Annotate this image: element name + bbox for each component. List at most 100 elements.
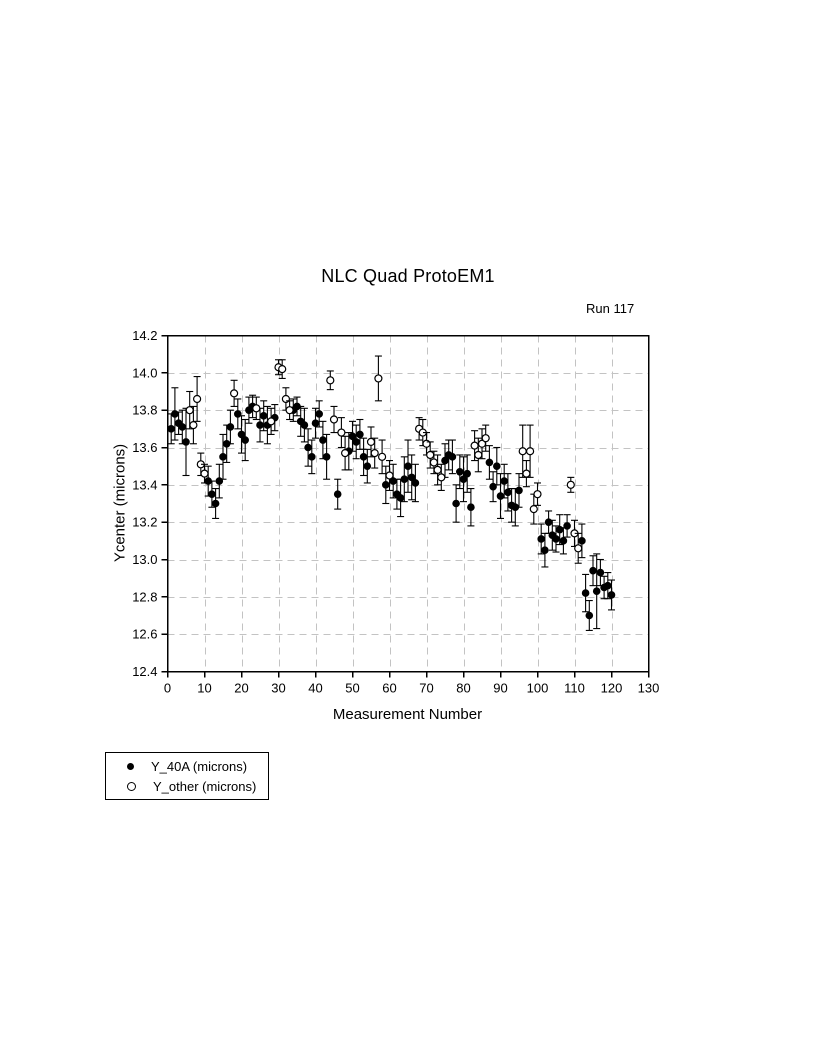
data-point-y-40a (382, 481, 390, 489)
data-point-y-other (329, 415, 339, 424)
y-tick-label: 13.6 (132, 440, 157, 455)
data-point-y-other (385, 471, 394, 480)
data-point-y-40a (515, 486, 523, 495)
data-point-y-other (429, 458, 438, 467)
data-point-y-40a (404, 462, 412, 470)
x-tick-label: 20 (234, 681, 248, 696)
data-point-y-40a (396, 494, 405, 502)
data-point-y-40a (452, 499, 460, 508)
data-point-y-40a (363, 462, 372, 470)
data-point-y-other (525, 447, 535, 456)
data-point-y-other (366, 437, 376, 446)
y-tick-label: 13.2 (132, 515, 157, 530)
x-tick-label: 60 (382, 681, 396, 696)
y-tick-label: 14.2 (132, 328, 157, 343)
data-point-y-40a (467, 503, 475, 512)
x-tick-label: 110 (564, 681, 585, 696)
plot-frame (166, 334, 650, 673)
filled-circle-marker-icon (127, 762, 134, 770)
data-point-y-other (370, 449, 379, 458)
data-point-y-40a (400, 475, 409, 484)
data-point-y-40a (322, 453, 331, 461)
data-point-y-40a (241, 436, 249, 444)
data-point-y-40a (592, 587, 601, 596)
y-tick-label: 12.6 (132, 627, 157, 642)
data-point-y-other (426, 450, 435, 460)
data-point-y-40a (256, 421, 264, 429)
data-point-y-40a (504, 488, 512, 497)
data-point-y-40a (559, 537, 568, 545)
data-point-y-other (529, 505, 538, 514)
legend: Y_40A (microns) Y_other (microns) (105, 752, 269, 800)
data-point-y-40a (463, 469, 472, 478)
data-point-y-other (533, 490, 542, 499)
data-point-y-40a (259, 411, 268, 420)
y-tick-label: 13.0 (132, 552, 157, 567)
y-tick-label: 13.8 (132, 403, 157, 418)
data-point-y-40a (411, 479, 420, 487)
data-point-y-other (341, 449, 350, 458)
y-axis-title: Ycenter (microns) (111, 443, 129, 563)
data-point-y-40a (541, 546, 549, 554)
data-point-y-other (189, 421, 198, 430)
run-annotation: Run 117 (586, 301, 635, 316)
data-point-y-40a (308, 453, 316, 461)
data-point-y-40a (226, 423, 235, 431)
data-point-y-other (518, 447, 527, 456)
x-tick-label: 100 (527, 681, 549, 696)
data-point-y-other (474, 450, 483, 460)
data-point-y-other (200, 469, 209, 478)
data-point-y-40a (219, 453, 227, 461)
legend-item-y40a: Y_40A (microns) (127, 758, 268, 774)
y-tick-label: 12.8 (132, 589, 157, 604)
data-point-y-other (470, 441, 479, 450)
data-point-y-40a (315, 410, 324, 418)
data-point-y-other (267, 417, 276, 426)
x-tick-label: 80 (456, 681, 470, 696)
data-point-y-40a (604, 581, 612, 590)
data-point-y-40a (311, 419, 320, 428)
x-tick-label: 50 (345, 681, 359, 696)
x-tick-label: 40 (308, 681, 322, 696)
data-point-y-40a (578, 537, 586, 545)
data-point-y-40a (596, 568, 605, 577)
x-tick-label: 90 (493, 681, 507, 696)
data-point-y-other (278, 365, 287, 374)
data-point-y-40a (352, 438, 361, 446)
x-axis-title: Measurement Number (332, 706, 483, 723)
data-point-y-40a (552, 535, 560, 543)
data-point-y-40a (607, 591, 616, 599)
y-tick-label: 14.0 (132, 365, 157, 380)
data-point-y-40a (167, 425, 175, 433)
data-point-y-40a (359, 453, 368, 461)
data-point-y-other (185, 406, 194, 415)
data-point-y-40a (589, 566, 597, 575)
data-point-y-other (433, 465, 442, 474)
data-point-y-other (566, 480, 575, 489)
data-point-y-40a (563, 522, 571, 530)
data-point-y-other (378, 452, 387, 461)
x-tick-label: 30 (271, 681, 285, 696)
data-point-y-other (574, 544, 583, 553)
data-point-y-40a (319, 436, 327, 444)
data-point-y-40a (537, 535, 546, 543)
x-tick-label: 130 (638, 681, 660, 696)
data-point-y-40a (300, 421, 309, 429)
data-point-y-40a (182, 438, 190, 446)
legend-label-y40a: Y_40A (microns) (151, 758, 248, 774)
data-point-y-40a (485, 458, 494, 467)
y-tick-label: 13.4 (132, 477, 157, 492)
data-point-y-other (326, 376, 335, 385)
data-point-y-40a (581, 589, 590, 597)
legend-item-yother: Y_other (microns) (127, 778, 268, 794)
data-point-y-40a (456, 467, 464, 476)
x-tick-label: 10 (197, 681, 211, 696)
data-point-y-other (285, 406, 294, 415)
data-point-y-other (337, 428, 346, 437)
data-point-y-40a (448, 453, 457, 461)
x-tick-label: 70 (419, 681, 433, 696)
data-point-y-40a (208, 490, 216, 498)
data-point-y-other (437, 473, 446, 482)
